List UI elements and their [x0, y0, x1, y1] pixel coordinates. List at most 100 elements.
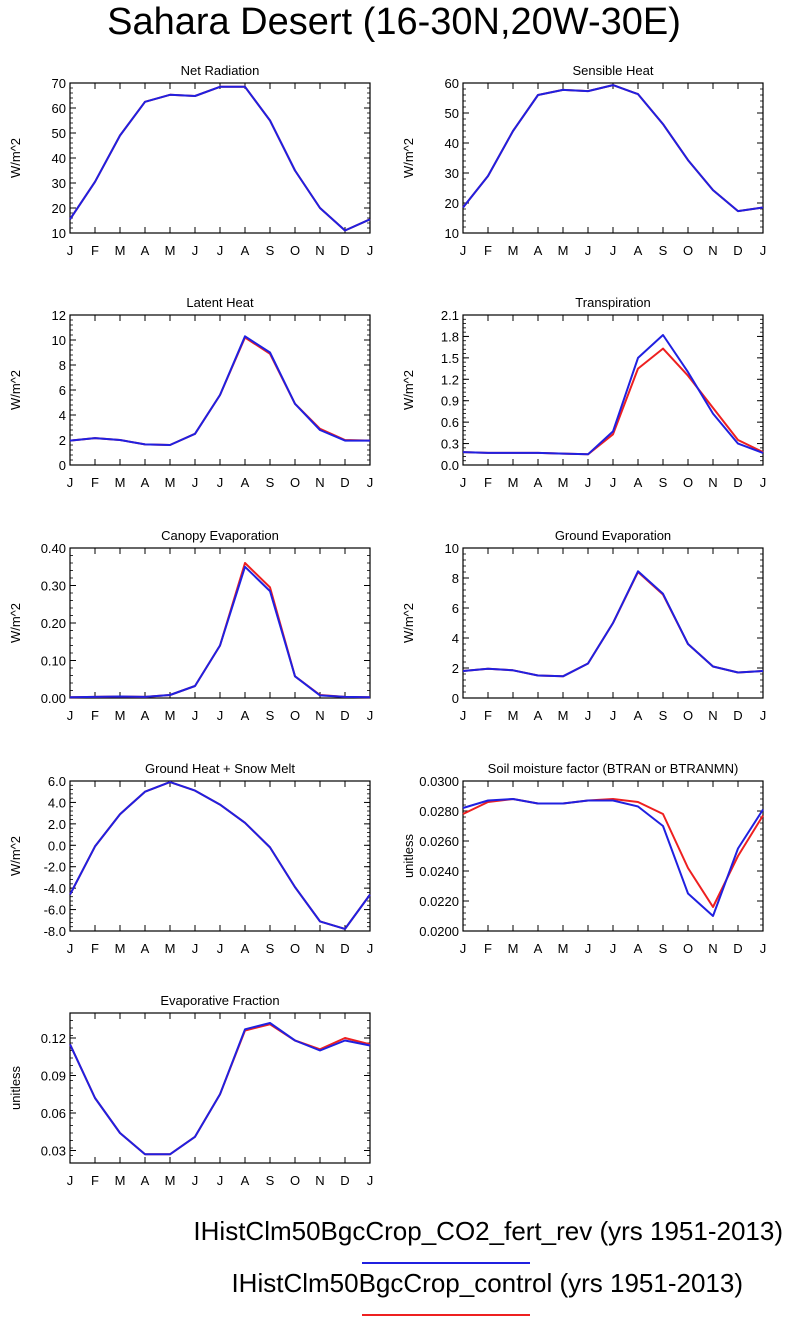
x-tick-label: A [534, 475, 543, 490]
x-tick-label: N [708, 475, 717, 490]
x-tick-label: D [733, 243, 742, 258]
chart-panel-8: Soil moisture factor (BTRAN or BTRANMN) u… [401, 761, 766, 956]
x-tick-label: F [91, 1173, 99, 1188]
x-tick-label: S [266, 1173, 275, 1188]
x-tick-label: A [241, 475, 250, 490]
x-tick-label: J [760, 243, 767, 258]
y-tick-label: 10 [445, 541, 459, 556]
x-tick-label: O [290, 708, 300, 723]
x-tick-label: A [141, 475, 150, 490]
x-tick-label: F [91, 708, 99, 723]
y-tick-label: -4.0 [44, 881, 66, 896]
x-tick-label: J [460, 708, 467, 723]
y-axis-label: W/m^2 [8, 138, 23, 178]
y-tick-label: 6.0 [48, 774, 66, 789]
x-tick-label: M [558, 475, 569, 490]
x-tick-label: M [115, 243, 126, 258]
x-tick-label: J [217, 475, 224, 490]
x-tick-label: J [192, 708, 199, 723]
y-tick-label: 50 [52, 126, 66, 141]
y-axis-label: W/m^2 [401, 370, 416, 410]
x-tick-label: J [585, 708, 592, 723]
x-tick-label: N [708, 708, 717, 723]
page-title: Sahara Desert (16-30N,20W-30E) [107, 1, 681, 43]
y-tick-label: 2.1 [441, 308, 459, 323]
chart-panel-5: Canopy Evaporation W/m^2 0.00 0.10 0.20 0.30 0… [8, 528, 373, 723]
y-tick-label: 30 [52, 176, 66, 191]
x-tick-label: O [290, 1173, 300, 1188]
x-tick-label: J [192, 1173, 199, 1188]
x-tick-label: D [340, 1173, 349, 1188]
chart-title: Ground Evaporation [555, 528, 671, 543]
y-tick-label: 20 [52, 201, 66, 216]
series-line-control [462, 84, 764, 213]
x-tick-label: J [585, 475, 592, 490]
y-tick-label: 0 [59, 458, 66, 473]
y-tick-label: 6 [452, 601, 459, 616]
x-tick-label: A [534, 708, 543, 723]
series-line-control [69, 85, 371, 232]
y-tick-label: 0 [452, 691, 459, 706]
x-tick-label: F [484, 475, 492, 490]
x-tick-label: M [165, 475, 176, 490]
x-tick-label: M [508, 243, 519, 258]
x-tick-label: M [508, 708, 519, 723]
y-tick-label: 0.6 [441, 415, 459, 430]
x-tick-label: J [217, 243, 224, 258]
y-axis-label: W/m^2 [401, 138, 416, 178]
x-tick-label: J [192, 475, 199, 490]
x-tick-label: S [266, 941, 275, 956]
y-tick-label: 10 [445, 226, 459, 241]
y-tick-label: -6.0 [44, 903, 66, 918]
y-tick-label: 0.00 [41, 691, 66, 706]
x-tick-label: F [91, 475, 99, 490]
x-tick-label: M [165, 1173, 176, 1188]
x-tick-label: J [367, 243, 374, 258]
x-tick-label: M [115, 941, 126, 956]
x-tick-label: S [659, 475, 668, 490]
x-tick-label: S [266, 243, 275, 258]
x-tick-label: S [659, 243, 668, 258]
x-tick-label: D [340, 941, 349, 956]
y-axis-label: unitless [8, 1065, 23, 1110]
x-tick-label: A [141, 941, 150, 956]
x-tick-label: M [508, 941, 519, 956]
y-tick-label: 40 [52, 151, 66, 166]
x-tick-label: M [508, 475, 519, 490]
series-line-co2-fert-rev [462, 570, 764, 678]
x-tick-label: J [460, 243, 467, 258]
legend-entry-control: IHistClm50BgcCrop_control (yrs 1951-2013… [231, 1268, 743, 1299]
x-tick-label: O [683, 475, 693, 490]
x-tick-label: D [340, 243, 349, 258]
plot-frame [69, 314, 371, 466]
x-tick-label: N [708, 243, 717, 258]
y-tick-label: 0.0280 [419, 804, 459, 819]
x-tick-label: J [192, 243, 199, 258]
x-tick-label: D [340, 708, 349, 723]
y-tick-label: 0.0260 [419, 834, 459, 849]
chart-title: Soil moisture factor (BTRAN or BTRANMN) [488, 761, 739, 776]
y-tick-label: 1.8 [441, 329, 459, 344]
y-tick-label: 0.12 [41, 1031, 66, 1046]
x-tick-label: M [115, 1173, 126, 1188]
y-tick-label: 12 [52, 308, 66, 323]
y-axis-label: unitless [401, 833, 416, 878]
y-tick-label: 60 [52, 101, 66, 116]
y-tick-label: 30 [445, 166, 459, 181]
y-tick-label: 50 [445, 106, 459, 121]
y-tick-label: 4 [452, 631, 459, 646]
x-tick-label: J [67, 941, 74, 956]
x-tick-label: O [683, 243, 693, 258]
x-tick-label: S [266, 708, 275, 723]
legend-swatch-co2-fert-rev [362, 1262, 530, 1264]
series-line-control [462, 347, 764, 456]
x-tick-label: J [460, 941, 467, 956]
x-tick-label: A [241, 941, 250, 956]
y-tick-label: 6 [59, 383, 66, 398]
series-line-co2-fert-rev [69, 1022, 371, 1156]
x-tick-label: N [315, 243, 324, 258]
x-tick-label: J [367, 475, 374, 490]
x-tick-label: N [708, 941, 717, 956]
